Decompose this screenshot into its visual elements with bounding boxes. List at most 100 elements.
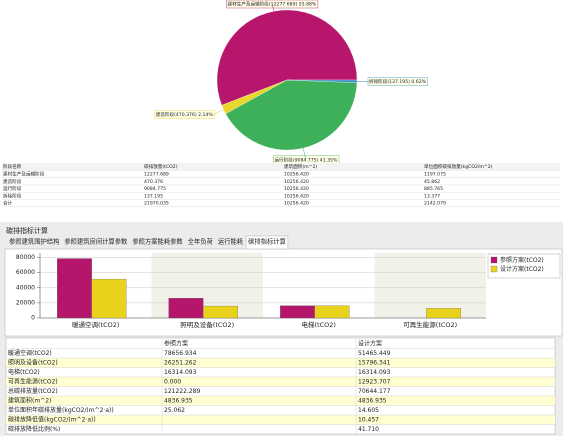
result-cell: 25.062: [164, 407, 185, 414]
stage-cell: 建造阶段: [3, 178, 22, 185]
stage-cell: 10256.420: [284, 171, 309, 177]
y-tick-label: 80000: [16, 254, 35, 261]
result-cell: 碳排放降低比例(%): [8, 425, 60, 433]
stage-cell: 45.862: [424, 179, 440, 185]
stage-cell: 10256.420: [284, 179, 309, 185]
x-tick-label: 暖通空调(tCO2): [72, 320, 119, 329]
result-cell: 建筑面积(m^2): [8, 396, 51, 404]
pie-label-group: 建材生产及运输阶段(12277.689) 55.88%: [226, 0, 319, 12]
active-tab-bg: [245, 235, 289, 250]
tab[interactable]: 参照方案能耗参数: [132, 237, 183, 246]
tab-label[interactable]: 全年负荷: [188, 237, 213, 246]
legend-box: [487, 253, 561, 279]
result-row-shade: [6, 358, 555, 368]
result-cell: 单位面积年碳排放量(kgCO2/(m^2·a)): [8, 406, 114, 414]
stage-cell: 拆除阶段: [3, 192, 22, 199]
bar: [426, 308, 461, 319]
result-cell: 16314.093: [358, 369, 391, 376]
pie-label-box: [226, 0, 319, 9]
stage-cell: 470.376: [144, 179, 163, 185]
stage-column-header: 碳排放量(tCO2): [144, 163, 178, 170]
result-row-shade: [6, 396, 555, 406]
tab-label[interactable]: 参照建筑围护结构: [9, 237, 59, 246]
stage-cell: 运行阶段: [3, 185, 22, 192]
result-cell: 总碳排放量(tCO2): [8, 387, 58, 395]
stage-cell: 建材生产及运输阶段: [3, 170, 45, 177]
stage-header-bg: [2, 163, 560, 171]
result-cell: 41.710: [358, 426, 379, 433]
band-shade: [374, 253, 486, 318]
pie-slice: [216, 9, 358, 106]
tab-label[interactable]: 参照建筑房间计算参数: [64, 237, 128, 246]
stage-cell: 10256.420: [284, 186, 309, 192]
stage-cell: 137.195: [144, 193, 163, 199]
tab-label[interactable]: 参照方案能耗参数: [132, 237, 183, 246]
result-row-shade: [6, 377, 555, 387]
tab[interactable]: 全年负荷: [188, 237, 213, 246]
stage-cell: 21970.035: [144, 201, 169, 207]
x-tick-label: 照明及设备(tCO2): [180, 320, 234, 329]
x-tick-label: 电梯(tCO2): [302, 320, 336, 329]
stage-column-header: 阶段名称: [3, 163, 22, 170]
pie-label-group: 拆除阶段(137.195) 0.62%: [356, 77, 428, 86]
tab[interactable]: 参照建筑房间计算参数: [64, 237, 128, 246]
pie-leader: [271, 3, 275, 12]
result-cell: 4836.935: [164, 397, 193, 404]
y-tick-label: 0: [31, 315, 35, 322]
result-cell: 暖通空调(tCO2): [8, 349, 52, 357]
tab[interactable]: 参照建筑围护结构: [9, 237, 59, 246]
result-column-header: 设计方案: [358, 339, 382, 347]
y-tick-label: 40000: [16, 284, 35, 291]
tab[interactable]: 运行能耗: [218, 237, 244, 246]
bar: [203, 305, 238, 319]
result-cell: 照明及设备(tCO2): [8, 358, 58, 366]
result-cell: 78656.934: [164, 350, 197, 357]
pie-slice: [286, 79, 358, 83]
result-cell: 4836.935: [358, 397, 387, 404]
pie-label: 建造阶段(470.376) 2.14%: [156, 111, 214, 118]
panel-title: 碳排指标计算: [6, 226, 48, 235]
pie-slice: [225, 79, 358, 151]
stage-column-header: 单位面积碳排放量(kgCO2/m^2): [424, 163, 493, 170]
bar: [314, 305, 350, 319]
legend-swatch: [490, 265, 498, 273]
stage-cell: 10256.420: [284, 201, 309, 207]
legend-label: 参照方案(tCO2): [500, 256, 544, 264]
result-cell: 16314.093: [164, 369, 197, 376]
tab[interactable]: 碳排指标计算: [245, 235, 289, 250]
pie-label-group: 建造阶段(470.376) 2.14%: [154, 109, 224, 119]
result-cell: 10.457: [358, 416, 379, 423]
bar: [57, 258, 92, 319]
result-row-shade: [6, 415, 555, 425]
tab-label[interactable]: 运行能耗: [218, 237, 244, 246]
bar: [91, 278, 127, 319]
stage-cell: 合计: [3, 200, 13, 207]
stage-column-header: 建筑面积(m^2): [284, 163, 317, 170]
result-column-header: 参照方案: [164, 339, 188, 347]
tab-label[interactable]: 碳排指标计算: [248, 237, 286, 246]
stage-cell: 12277.689: [144, 171, 169, 177]
y-tick-label: 60000: [16, 269, 35, 276]
pie-leader: [302, 148, 307, 160]
pie-label: 建材生产及运输阶段(12277.689) 55.88%: [228, 1, 317, 8]
result-cell: 0.000: [164, 378, 181, 385]
result-cell: 14.605: [358, 407, 379, 414]
result-cell: 121222.289: [164, 388, 200, 395]
result-cell: 15796.341: [358, 359, 391, 366]
legend-label: 设计方案(tCO2): [500, 265, 544, 273]
stage-cell: 10256.420: [284, 193, 309, 199]
result-cell: 12923.707: [358, 378, 391, 385]
pie-label-box: [154, 110, 215, 119]
result-cell: 26251.262: [164, 359, 197, 366]
stage-cell: 9084.775: [144, 186, 166, 192]
bar: [168, 298, 204, 319]
legend-swatch: [490, 256, 498, 264]
result-cell: 可再生能源(tCO2): [8, 377, 58, 385]
pie-label: 运行阶段(9084.775) 41.35%: [274, 156, 337, 163]
pie-leader: [212, 109, 224, 115]
result-cell: 70644.177: [358, 388, 391, 395]
pie-label: 拆除阶段(137.195) 0.62%: [369, 78, 427, 85]
stage-cell: 885.765: [424, 186, 443, 192]
result-cell: 51465.449: [358, 350, 391, 357]
